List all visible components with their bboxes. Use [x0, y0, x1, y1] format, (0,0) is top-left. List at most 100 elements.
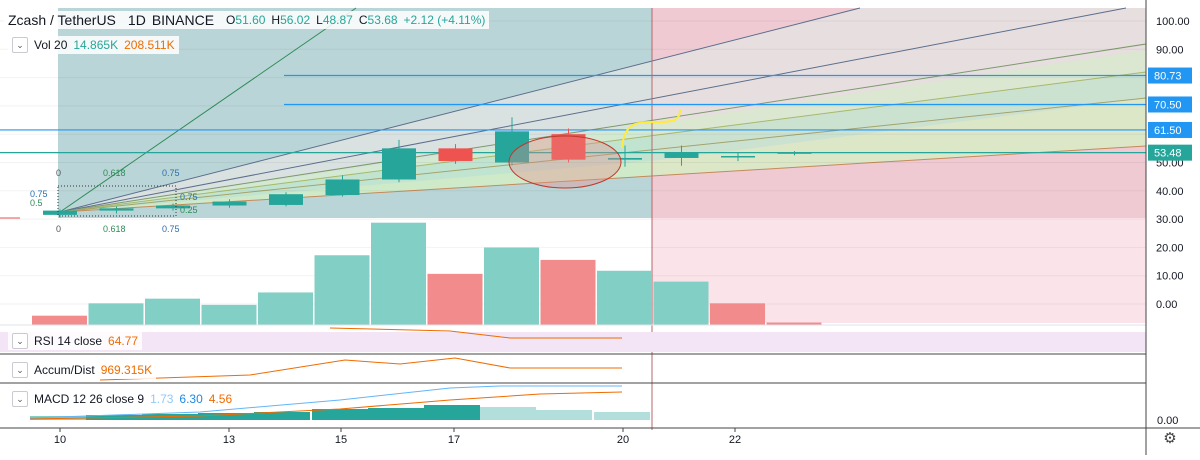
- highlight-ellipse[interactable]: [508, 135, 622, 189]
- fan-line: [59, 7, 1127, 213]
- chevron-down-icon[interactable]: ⌄: [12, 362, 28, 378]
- fan-line: [59, 7, 861, 213]
- time-tick-label: 20: [617, 434, 629, 446]
- volume-bar: [540, 259, 596, 325]
- price-tick-label: 90.00: [1156, 44, 1184, 56]
- macd-line: [29, 385, 622, 419]
- gear-icon[interactable]: ⚙: [1163, 430, 1177, 447]
- macd-hist: [254, 412, 310, 420]
- accdist-legend[interactable]: ⌄ Accum/Dist 969.315K: [8, 361, 157, 379]
- volume-bars: [32, 222, 822, 325]
- low-value: 48.87: [322, 13, 353, 27]
- chevron-down-icon[interactable]: ⌄: [12, 333, 28, 349]
- volume-bar: [427, 273, 483, 325]
- macd-value-1: 1.73: [150, 392, 174, 406]
- rsi-label: RSI 14 close: [34, 334, 103, 348]
- volume-bar: [766, 322, 822, 325]
- time-tick-label: 13: [223, 434, 235, 446]
- macd-hist: [368, 408, 424, 420]
- macd-legend[interactable]: ⌄ MACD 12 26 close 9 1.73 6.30 4.56: [8, 390, 237, 408]
- symbol-name[interactable]: Zcash / TetherUS: [8, 12, 116, 28]
- fan-zone-grey: [60, 8, 1146, 212]
- candle-body: [551, 134, 586, 160]
- low-label: L: [316, 13, 323, 27]
- fib-labels-block: 0 0.618 0.75 0 0.618 0.75 0.75 0.5 0.75 …: [30, 168, 198, 234]
- candle-body: [269, 194, 303, 205]
- fan-line: [59, 43, 1147, 213]
- accdist-label: Accum/Dist: [34, 363, 95, 377]
- time-tick-label: 22: [729, 434, 741, 446]
- macd-hist: [198, 413, 254, 420]
- accdist-pane: [0, 353, 1146, 381]
- macd-hist: [480, 407, 536, 420]
- volume-bar: [371, 222, 426, 325]
- candle-body: [212, 201, 247, 206]
- high-value: 56.02: [280, 13, 311, 27]
- macd-axis-label: 0.00: [1157, 415, 1178, 427]
- macd-value-2: 6.30: [179, 392, 203, 406]
- volume-bar: [597, 270, 652, 325]
- fib-label: 0.75: [180, 192, 198, 202]
- fib-label: 0.75: [30, 189, 48, 199]
- high-label: H: [271, 13, 281, 27]
- price-level-tag-label: 53.48: [1154, 148, 1182, 160]
- fib-label: 0.75: [162, 168, 180, 178]
- price-level-tag: [1148, 121, 1192, 138]
- candle-body: [325, 179, 360, 196]
- price-level-tag-label: 61.50: [1154, 125, 1182, 137]
- chevron-down-icon[interactable]: ⌄: [12, 37, 28, 53]
- candles: [43, 117, 812, 218]
- candle-body: [664, 152, 699, 158]
- symbol-legend[interactable]: Zcash / TetherUS 1D BINANCE O51.60 H56.0…: [4, 11, 490, 29]
- chevron-down-icon[interactable]: ⌄: [12, 391, 28, 407]
- price-level-tag: [1148, 96, 1192, 113]
- fan-line: [59, 71, 1147, 213]
- fan-line: [59, 97, 1147, 213]
- fib-label: 0: [56, 168, 61, 178]
- time-tick-label: 10: [54, 434, 66, 446]
- volume-value-2: 208.511K: [124, 38, 175, 52]
- projection-path: [621, 109, 681, 149]
- rsi-value: 64.77: [108, 334, 139, 348]
- candle-body: [495, 131, 529, 163]
- price-tick-label: 10.00: [1156, 271, 1184, 283]
- signal-line: [29, 391, 623, 420]
- candle-body: [777, 152, 812, 154]
- interval[interactable]: 1D: [127, 12, 146, 28]
- price-level-tag: [1148, 67, 1192, 84]
- macd-hist: [30, 416, 86, 420]
- price-tick-label: 40.00: [1156, 186, 1184, 198]
- fib-label: 0: [56, 224, 61, 234]
- fib-label: 0.5: [30, 198, 43, 208]
- volume-bar: [32, 315, 87, 325]
- volume-label: Vol 20: [34, 38, 68, 52]
- rsi-line: [329, 327, 622, 339]
- fib-label: 0.25: [180, 205, 198, 215]
- volume-bar: [314, 255, 370, 325]
- macd-hist: [594, 412, 650, 420]
- candle-body: [156, 205, 190, 209]
- close-value: 53.68: [367, 13, 398, 27]
- fan-line: [59, 145, 1147, 213]
- candle-body: [43, 210, 77, 215]
- price-axis: 100.0090.0080.0070.0060.0050.0040.0030.0…: [1156, 16, 1190, 311]
- time-axis: 10 13 15 17 20 22: [54, 428, 741, 446]
- fib-dotted-box: [57, 185, 177, 217]
- macd-value-3: 4.56: [208, 392, 233, 406]
- rsi-legend[interactable]: ⌄ RSI 14 close 64.77: [8, 332, 143, 350]
- exchange: BINANCE: [151, 12, 215, 28]
- accdist-line: [99, 357, 622, 381]
- volume-bar: [484, 247, 539, 325]
- volume-bar: [201, 304, 257, 325]
- price-tick-label: 100.00: [1156, 16, 1190, 28]
- candle-body: [608, 157, 642, 160]
- fan-zone-light: [60, 98, 1146, 212]
- candle-body: [438, 148, 473, 162]
- time-tick-label: 15: [335, 434, 347, 446]
- price-tick-label: 0.00: [1156, 299, 1177, 311]
- volume-legend[interactable]: ⌄ Vol 20 14.865K 208.511K: [8, 36, 179, 54]
- fib-label: 0.618: [103, 224, 126, 234]
- price-level-tag-label: 80.73: [1154, 71, 1182, 83]
